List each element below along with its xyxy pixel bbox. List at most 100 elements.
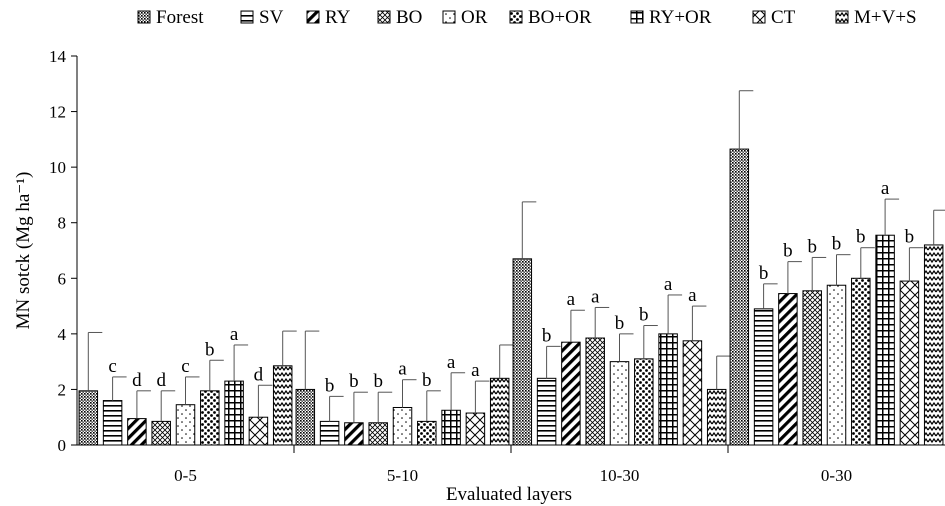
x-tick-label: 5-10	[387, 466, 418, 485]
legend-label: SV	[259, 7, 284, 28]
bar-ct-3	[899, 280, 920, 446]
x-tick-label: 0-5	[174, 466, 197, 485]
bar-forest-3	[729, 148, 750, 446]
significance-letter: d	[132, 370, 142, 391]
y-tick-label: 12	[49, 103, 66, 122]
significance-letter: b	[205, 339, 215, 360]
significance-letter: a	[471, 360, 480, 381]
legend-swatch	[835, 10, 849, 24]
bar-sv-0	[102, 400, 123, 446]
significance-letter: b	[542, 325, 552, 346]
legend-swatch	[509, 10, 523, 24]
legend-label: OR	[461, 7, 488, 28]
significance-letter: c	[108, 356, 116, 377]
bar-ry-or-3	[875, 234, 895, 446]
y-tick-label: 0	[58, 436, 67, 455]
bar-bo-or-0	[200, 390, 220, 446]
x-tick-label: 10-30	[600, 466, 640, 485]
bar-ry-or-2	[658, 333, 678, 446]
bar-m-v-s-2	[706, 388, 727, 446]
significance-letter: b	[759, 263, 769, 284]
legend-label: M+V+S	[854, 7, 917, 28]
y-tick-label: 14	[49, 47, 67, 66]
bar-ry-or-1	[441, 409, 461, 446]
y-tick-label: 10	[49, 158, 66, 177]
bar-ct-1	[465, 412, 486, 446]
bar-ry-or-0	[224, 380, 244, 446]
significance-letter: a	[398, 359, 407, 380]
bar-sv-1	[319, 420, 340, 446]
legend: Forest SV RY BO OR BO+OR RY+OR CT M+V+S	[137, 7, 917, 28]
significance-letter: b	[905, 227, 915, 248]
significance-letter: a	[230, 324, 239, 345]
significance-letter: b	[856, 227, 866, 248]
significance-letter: a	[447, 352, 456, 373]
significance-letter: a	[688, 285, 697, 306]
bar-ct-2	[682, 340, 703, 446]
significance-letter: b	[639, 305, 649, 326]
legend-label: BO+OR	[528, 7, 592, 28]
legend-label: BO	[396, 7, 422, 28]
significance-letter: a	[591, 286, 600, 307]
bar-m-v-s-0	[272, 365, 293, 446]
y-tick-label: 4	[58, 325, 67, 344]
significance-letter: a	[664, 274, 673, 295]
bar-ry-3	[778, 293, 798, 446]
significance-letter: b	[373, 371, 383, 392]
bar-ry-2	[561, 341, 581, 446]
bar-bo-3	[802, 290, 822, 446]
bar-m-v-s-3	[923, 244, 944, 446]
significance-letter: b	[783, 241, 793, 262]
bars	[78, 90, 945, 446]
x-tick-label: 0-30	[821, 466, 852, 485]
significance-letter: b	[325, 375, 335, 396]
legend-label: CT	[771, 7, 796, 28]
bar-bo-or-3	[851, 277, 871, 446]
legend-label: RY+OR	[649, 7, 712, 28]
significance-letter: b	[615, 313, 625, 334]
significance-letter: b	[349, 371, 359, 392]
legend-label: Forest	[156, 7, 204, 28]
significance-letter: a	[881, 178, 890, 199]
legend-swatch	[306, 10, 320, 24]
bar-or-0	[175, 404, 196, 446]
legend-swatch	[442, 10, 456, 24]
significance-letter: b	[807, 236, 817, 257]
bar-or-1	[392, 406, 413, 446]
significance-letter: c	[181, 356, 189, 377]
bar-ct-0	[248, 416, 269, 446]
legend-swatch	[752, 10, 766, 24]
bar-or-3	[826, 284, 847, 446]
legend-swatch	[240, 10, 254, 24]
bar-bo-0	[151, 420, 171, 446]
bar-bo-1	[368, 422, 388, 446]
bar-ry-1	[344, 422, 364, 446]
bar-bo-or-1	[417, 420, 437, 446]
axes: 0 2 4 6 8 10 12 14 0-5 5-10 10-30 0-30 Evaluated lay…	[13, 47, 945, 505]
legend-label: RY	[325, 7, 351, 28]
significance-letter: b	[832, 234, 842, 255]
bar-forest-0	[78, 390, 99, 446]
y-axis-title: MN sotck (Mg ha⁻¹)	[13, 172, 34, 330]
bar-sv-2	[536, 377, 557, 446]
bar-sv-3	[753, 308, 774, 446]
bar-bo-or-2	[634, 358, 654, 446]
significance-letter: d	[254, 364, 264, 385]
significance-letter: a	[567, 289, 576, 310]
significance-letter: b	[422, 370, 432, 391]
y-tick-label: 8	[58, 214, 67, 233]
y-tick-label: 6	[58, 269, 67, 288]
significance-letter: d	[156, 370, 166, 391]
legend-swatch	[137, 10, 151, 24]
bar-or-2	[609, 361, 630, 446]
y-tick-label: 2	[58, 380, 67, 399]
bar-ry-0	[127, 418, 147, 446]
legend-swatch	[377, 10, 391, 24]
bar-bo-2	[585, 337, 605, 446]
bar-forest-1	[295, 388, 316, 446]
bar-forest-2	[512, 258, 533, 446]
x-axis-title: Evaluated layers	[446, 484, 572, 505]
legend-swatch	[630, 10, 644, 24]
